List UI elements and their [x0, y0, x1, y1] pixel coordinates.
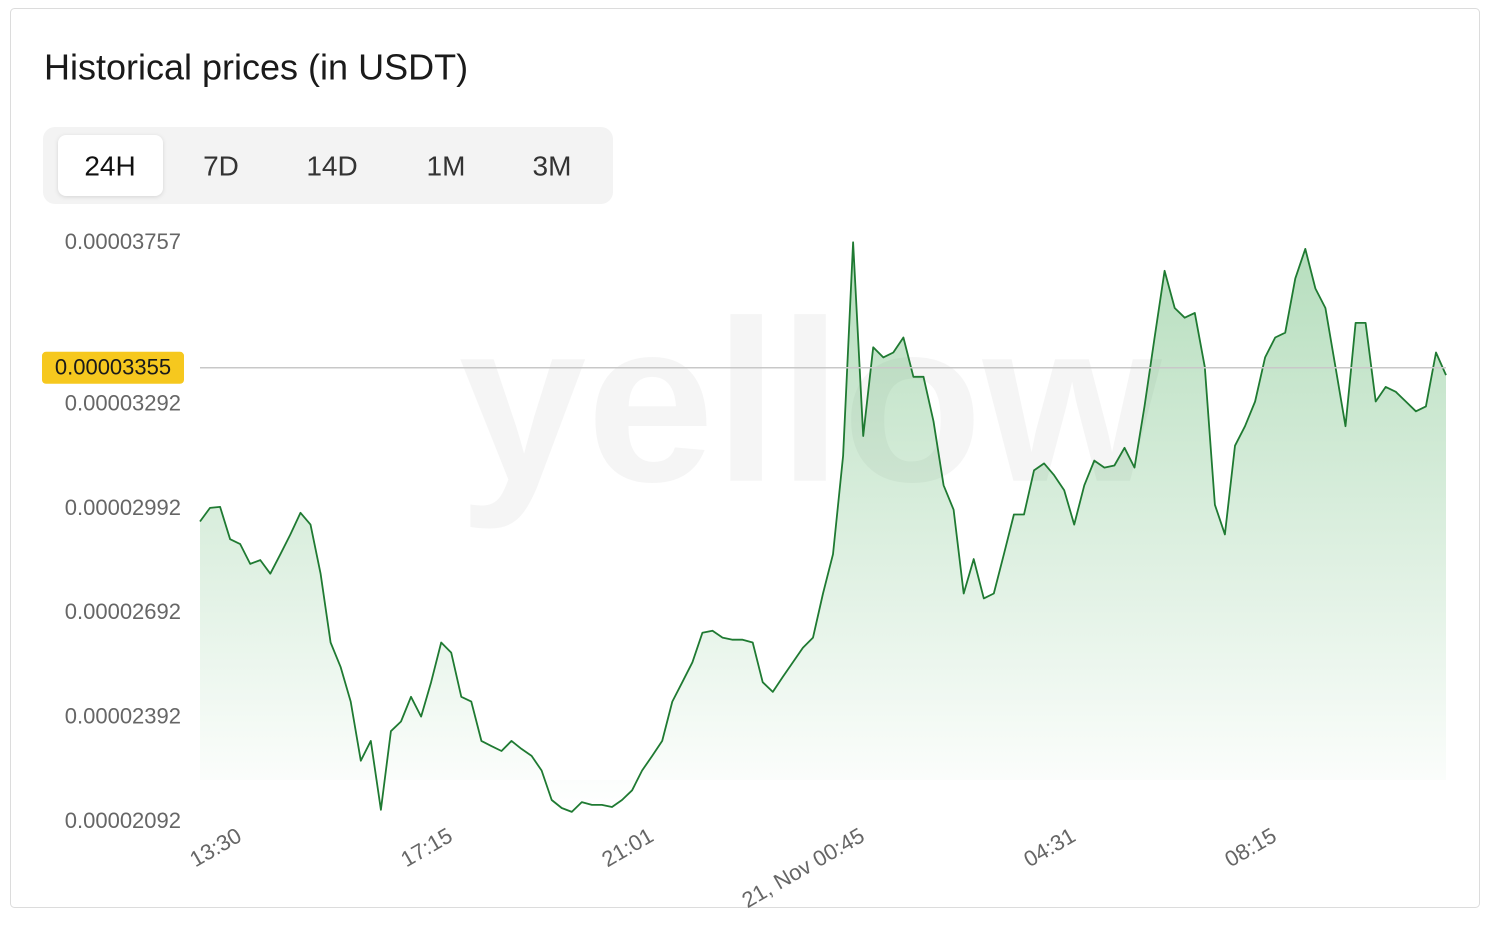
y-tick-label: 0.00003292: [65, 391, 181, 416]
active-tab[interactable]: [58, 135, 163, 196]
tab-label[interactable]: 3M: [533, 150, 572, 181]
current-price-badge: [42, 351, 184, 384]
tab-label[interactable]: 1M: [427, 150, 466, 181]
tab-bar: [43, 127, 613, 204]
y-tick-label: 0.00002692: [65, 599, 181, 624]
tab-label[interactable]: 7D: [203, 150, 239, 181]
card-title: Historical prices (in USDT): [44, 47, 468, 88]
tab-label[interactable]: 24H: [84, 150, 135, 181]
y-tick-label: 0.00003757: [65, 229, 181, 254]
price-area: [200, 242, 1446, 812]
y-tick-label: 0.00002392: [65, 703, 181, 728]
tabs: 24H 7D 14D 1M 3M: [84, 150, 571, 181]
price-line: [199, 241, 1447, 813]
tab-label[interactable]: 14D: [306, 150, 357, 181]
y-tick-label: 0.00002992: [65, 495, 181, 520]
current-price-label: 0.00003355: [55, 355, 171, 380]
y-tick-label: 0.00002092: [65, 808, 181, 833]
